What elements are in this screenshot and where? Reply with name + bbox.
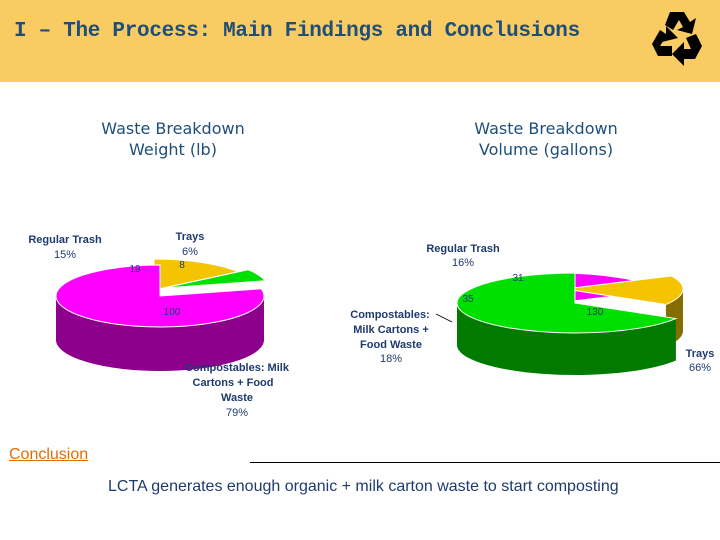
volume-slice-regular-trash [564,275,684,306]
weight-slice-compostables [55,264,265,328]
volume-label-compost-3: Food Waste [360,339,422,351]
weight-chart-title: Waste Breakdown Weight (lb) [68,118,278,160]
volume-title-line2: Volume (gallons) [478,140,614,159]
volume-label-trays: Trays [686,348,715,360]
volume-value-0: 31 [512,273,524,284]
volume-pct-regular: 16% [452,257,474,269]
volume-compost-leader [435,313,453,323]
volume-pct-trays: 66% [689,362,711,374]
weight-pct-compost: 79% [226,407,248,419]
weight-pct-regular: 15% [54,249,76,261]
weight-pct-trays: 6% [182,246,198,258]
volume-pie-chart: 31 35 130 [456,272,684,376]
volume-slice-trays [456,272,678,334]
volume-chart-title: Waste Breakdown Volume (gallons) [440,118,652,160]
weight-legend-labels: Regular Trash 15% Trays 6% Compostables:… [28,231,290,419]
weight-label-compost-2: Cartons + Food [193,377,274,389]
weight-label-regular: Regular Trash [28,234,102,246]
weight-slice-trays [163,269,267,289]
conclusion-divider [250,462,720,463]
recycle-icon [652,12,702,66]
weight-slice-regular-trash [153,258,240,291]
volume-legend-labels: Regular Trash 16% Compostables: Milk Car… [350,243,714,374]
weight-label-trays: Trays [176,231,205,243]
header-bar: I – The Process: Main Findings and Concl… [0,0,720,82]
volume-label-compost-2: Milk Cartons + [353,324,429,336]
volume-value-1: 35 [462,294,474,305]
volume-slice-side-2-0 [457,303,676,376]
weight-pie-chart: 19 8 100 [55,258,267,371]
weight-value-2: 100 [164,307,181,318]
weight-title-line2: Weight (lb) [129,140,217,159]
weight-value-1: 8 [179,260,185,271]
volume-title-line1: Waste Breakdown [474,119,618,138]
weight-label-compost-1: Compostables: Milk [185,362,290,374]
weight-title-line1: Waste Breakdown [101,119,245,138]
weight-label-compost-3: Waste [221,392,253,404]
conclusion-heading: Conclusion [9,446,89,463]
weight-slice-side-2-0 [56,296,264,371]
page-title: I – The Process: Main Findings and Concl… [14,20,580,43]
conclusion-text: LCTA generates enough organic + milk car… [108,478,619,495]
volume-label-compost-1: Compostables: [350,309,429,321]
volume-pct-compost: 18% [380,353,402,365]
volume-label-regular: Regular Trash [426,243,500,255]
volume-value-2: 130 [587,307,604,318]
weight-value-0: 19 [129,264,141,275]
